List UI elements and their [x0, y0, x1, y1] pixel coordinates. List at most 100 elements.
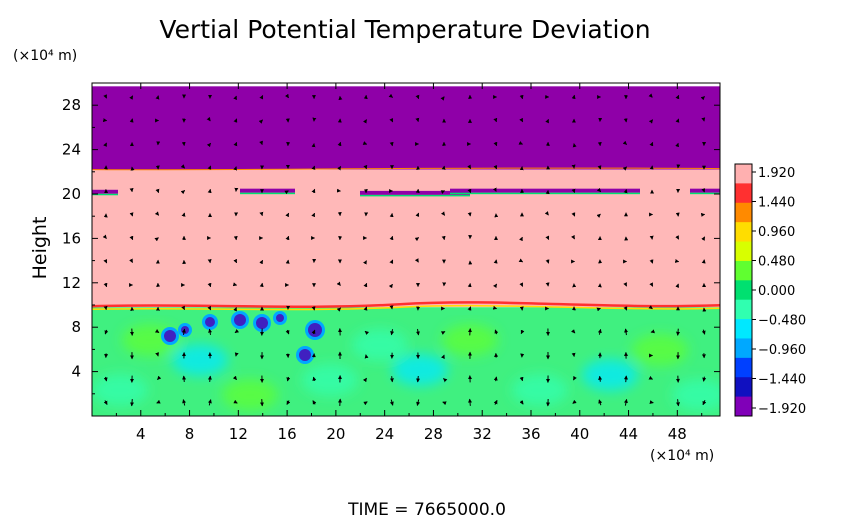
flow-vector	[259, 95, 264, 100]
colorbar-label: 1.920	[758, 166, 795, 181]
flow-vector	[363, 260, 367, 265]
flow-vector	[493, 283, 498, 289]
flow-vector	[233, 95, 237, 101]
flow-vector	[180, 190, 186, 195]
flow-vector	[675, 235, 680, 240]
colorbar-swatch	[735, 202, 752, 223]
flow-vector	[622, 140, 627, 145]
flow-vector	[258, 119, 263, 124]
flow-vector	[573, 375, 577, 381]
flow-vector	[701, 329, 706, 335]
flow-vector	[259, 282, 264, 288]
colorbar-swatch	[735, 260, 752, 281]
flow-vector	[493, 259, 498, 264]
eddy-core	[164, 330, 176, 342]
flow-vector	[623, 282, 627, 287]
x-axis-unit: (×10⁴ m)	[650, 448, 714, 464]
flow-vector	[597, 328, 602, 335]
flow-vector	[623, 188, 628, 194]
flow-vector	[519, 400, 524, 405]
flow-vector	[649, 141, 654, 147]
flow-vector	[102, 234, 107, 239]
lower-layer-texture	[92, 324, 720, 411]
flow-vector	[363, 164, 368, 170]
flow-vector	[180, 164, 185, 169]
flow-vector	[571, 188, 576, 194]
flow-vector	[154, 211, 160, 216]
flow-vector	[234, 329, 240, 334]
flow-vector	[649, 259, 654, 264]
flow-vector	[493, 164, 498, 170]
flow-vector	[623, 306, 628, 311]
flow-vector	[103, 376, 108, 382]
flow-vector	[598, 399, 603, 406]
flow-vector	[623, 375, 628, 383]
x-tick-label: 12	[229, 425, 248, 443]
flow-vector	[389, 376, 394, 383]
flow-vector	[442, 401, 447, 406]
flow-vector	[518, 258, 524, 263]
eddy-core	[256, 317, 268, 329]
flow-vector	[157, 375, 162, 380]
flow-vector	[571, 234, 575, 240]
flow-vector	[702, 376, 707, 382]
flow-vector	[467, 212, 472, 217]
time-footer: TIME = 7665000.0	[347, 500, 506, 519]
y-axis: 4 8 12 16 20 24 28	[62, 96, 720, 395]
flow-vector	[519, 117, 524, 123]
flow-vector	[389, 399, 394, 406]
flow-vector	[311, 306, 316, 311]
flow-vector	[545, 118, 549, 124]
flow-vector	[311, 165, 316, 171]
flow-vector	[519, 306, 524, 311]
flow-vector	[130, 399, 134, 407]
flow-vector	[233, 307, 237, 312]
flow-vector	[311, 212, 316, 218]
colorbar-swatch	[735, 377, 752, 398]
green-streak	[360, 194, 470, 197]
colorbar-label: 0.960	[758, 225, 795, 240]
flow-vector	[597, 165, 602, 170]
colorbar-label: 0.480	[758, 255, 795, 270]
flow-vector	[701, 259, 706, 264]
flow-vector	[363, 282, 368, 288]
purple-streak	[92, 189, 118, 194]
flow-vector	[233, 399, 238, 404]
flow-vector	[623, 118, 628, 123]
flow-vector	[467, 188, 472, 194]
flow-vector	[181, 328, 186, 336]
purple-streak	[450, 188, 640, 193]
colorbar-swatch	[735, 241, 752, 262]
flow-vector	[181, 305, 185, 311]
flow-vector	[519, 236, 523, 242]
flow-vector	[311, 329, 316, 335]
flow-vector	[129, 95, 134, 100]
flow-vector	[468, 398, 473, 406]
flow-vector	[206, 142, 212, 148]
flow-vector	[207, 399, 212, 406]
y-axis-label: Height	[29, 217, 51, 280]
flow-vector	[648, 93, 653, 98]
flow-vector	[675, 283, 680, 288]
flow-vector	[415, 117, 420, 123]
flow-vector	[416, 399, 421, 406]
flow-vector	[337, 166, 342, 171]
y-tick-label: 12	[62, 274, 81, 292]
flow-vector	[545, 235, 550, 240]
flow-vector	[233, 258, 238, 264]
flow-vector	[572, 399, 577, 404]
flow-vector	[286, 376, 291, 382]
colorbar-label: 0.000	[758, 284, 795, 299]
flow-vector	[440, 211, 446, 216]
colorbar-swatch	[735, 319, 752, 339]
green-streak	[450, 192, 640, 195]
plot-area	[92, 86, 720, 416]
flow-vector	[233, 235, 238, 241]
flow-vector	[596, 187, 602, 193]
eddy-core	[181, 326, 189, 334]
colorbar-swatch	[735, 183, 752, 204]
flow-vector	[285, 329, 290, 335]
flow-vector	[389, 117, 394, 123]
flow-vector	[182, 399, 187, 406]
flow-vector	[571, 329, 576, 334]
